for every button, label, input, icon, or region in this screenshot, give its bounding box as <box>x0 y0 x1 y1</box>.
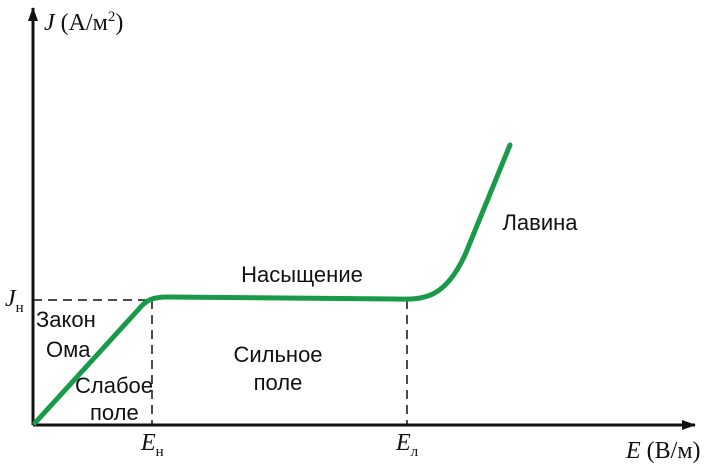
region-label: Насыщение <box>241 262 363 287</box>
region-label: Сильное <box>233 342 322 367</box>
guides <box>33 299 408 425</box>
y-axis-label: J (А/м2) <box>44 9 123 36</box>
j-sat-label: Jн <box>5 286 24 316</box>
e-sat-label: Eн <box>140 430 164 460</box>
curve <box>32 142 513 426</box>
region-label: Лавина <box>502 210 578 235</box>
region-label: поле <box>254 370 303 395</box>
region-label: Ома <box>46 337 91 362</box>
region-label: поле <box>90 400 139 425</box>
e-aval-label: Eл <box>395 430 419 460</box>
region-label: Слабое <box>75 373 153 398</box>
region-label: Закон <box>36 307 96 332</box>
x-axis-label: E (В/м) <box>625 438 701 464</box>
